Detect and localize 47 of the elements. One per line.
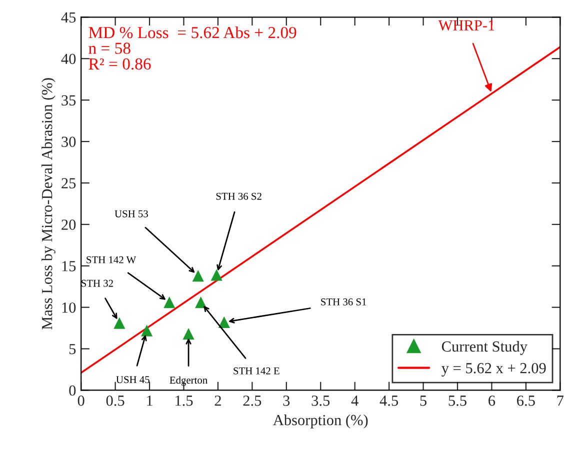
y-tick-label: 15 xyxy=(62,261,76,272)
x-tick-label: 0.5 xyxy=(106,396,124,406)
annotation: STH 36 S1 xyxy=(321,298,366,306)
x-tick-label: 6 xyxy=(488,396,496,406)
x-tick-label: 2 xyxy=(214,396,221,406)
x-tick-label: 0 xyxy=(78,396,84,406)
y-tick-label: 40 xyxy=(61,54,76,64)
annotation: WHRP-1 xyxy=(438,20,494,31)
y-tick-label: 25 xyxy=(62,178,76,188)
point xyxy=(164,296,176,308)
x-tick-label: 3.5 xyxy=(312,396,330,406)
x-tick-label: 1 xyxy=(147,396,152,406)
annotation: STH 36 S2 xyxy=(216,192,262,200)
y-tick-label: 30 xyxy=(62,136,76,147)
y-tick-label: 20 xyxy=(62,220,76,230)
x-tick-label: 7 xyxy=(557,396,564,406)
point xyxy=(140,324,153,336)
x-tick-label: 1.5 xyxy=(176,396,193,406)
x-axis-title: Absorption (%) xyxy=(273,414,368,428)
point xyxy=(114,317,126,329)
x-tick-label: 6.5 xyxy=(517,396,535,406)
legend-label: Current Study xyxy=(442,340,528,355)
point xyxy=(182,328,194,340)
x-tick-label: 5 xyxy=(420,396,426,406)
point xyxy=(210,269,222,281)
annotation: Edgerton xyxy=(170,376,208,386)
annotation: USH 53 xyxy=(114,210,148,218)
x-tick-label: 5.5 xyxy=(448,396,466,406)
y-tick-label: 10 xyxy=(62,302,76,313)
y-axis-title: Mass Loss by Micro-Deval Abrasion (%) xyxy=(41,78,56,330)
x-tick-label: 4 xyxy=(351,396,358,406)
legend-label: y = 5.62 x + 2.09 xyxy=(442,363,546,376)
y-tick-label: 45 xyxy=(61,12,76,23)
annotation: USH 45 xyxy=(116,376,150,384)
point xyxy=(195,296,207,308)
annotation: STH 142 E xyxy=(234,367,280,374)
y-tick-label: 0 xyxy=(69,385,76,396)
x-tick-label: 2.5 xyxy=(243,396,262,406)
y-tick-label: 5 xyxy=(69,344,76,354)
annotation: STH 32 xyxy=(82,280,113,287)
annotation: STH 142 W xyxy=(86,256,136,264)
y-tick-label: 35 xyxy=(62,95,76,106)
x-tick-label: 3 xyxy=(283,396,290,406)
point xyxy=(192,270,204,282)
x-tick-label: 4.5 xyxy=(380,396,398,406)
annotation: MD % Loss = 5.62 Abs + 2.09 n = 58 R² = 0.86 xyxy=(88,26,296,70)
point xyxy=(218,316,230,328)
